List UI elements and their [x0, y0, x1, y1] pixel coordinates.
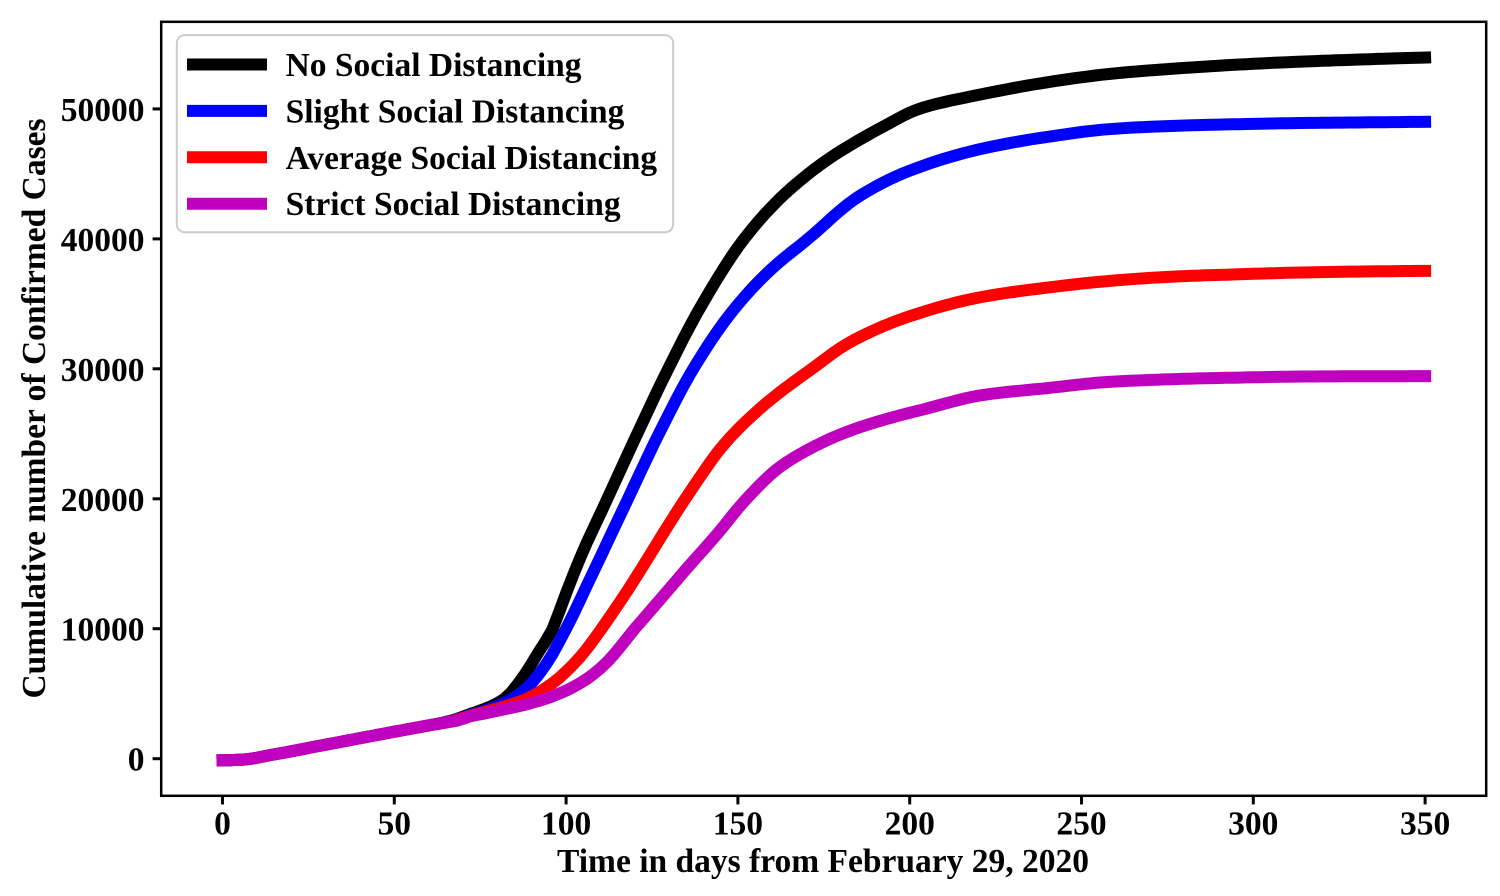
svg-text:30000: 30000: [61, 352, 145, 389]
svg-text:0: 0: [214, 806, 231, 843]
svg-text:Time in days from February 29,: Time in days from February 29, 2020: [557, 843, 1089, 880]
svg-text:50000: 50000: [61, 92, 145, 129]
svg-text:Average Social Distancing: Average Social Distancing: [286, 140, 658, 177]
svg-text:50: 50: [378, 806, 412, 843]
svg-text:Slight Social Distancing: Slight Social Distancing: [286, 93, 625, 130]
svg-text:100: 100: [541, 806, 591, 843]
svg-text:Strict Social Distancing: Strict Social Distancing: [286, 186, 621, 223]
svg-text:0: 0: [128, 742, 145, 779]
svg-text:150: 150: [713, 806, 763, 843]
svg-text:200: 200: [885, 806, 935, 843]
svg-text:20000: 20000: [61, 482, 145, 519]
svg-text:10000: 10000: [61, 612, 145, 649]
svg-text:300: 300: [1228, 806, 1278, 843]
svg-text:No Social Distancing: No Social Distancing: [286, 47, 582, 84]
svg-text:40000: 40000: [61, 222, 145, 259]
svg-text:250: 250: [1056, 806, 1106, 843]
svg-text:Cumulative number of Confirmed: Cumulative number of Confirmed Cases: [16, 118, 53, 698]
svg-text:350: 350: [1400, 806, 1450, 843]
